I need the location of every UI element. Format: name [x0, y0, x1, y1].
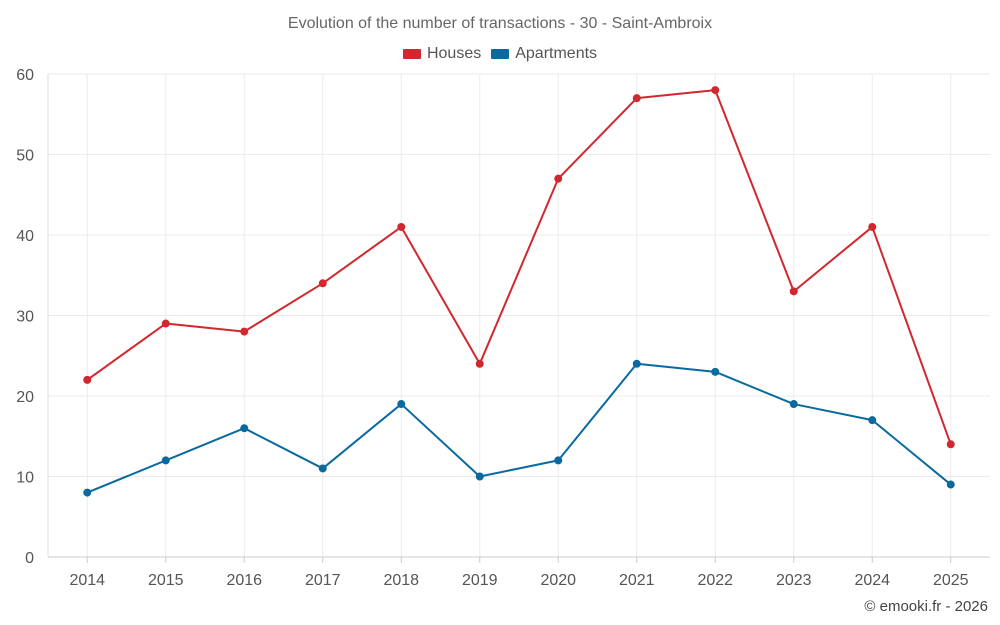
- x-tick-label: 2019: [462, 572, 498, 589]
- y-tick-label: 10: [16, 470, 34, 487]
- data-point-apartments: [632, 359, 641, 368]
- x-tick-label: 2024: [854, 572, 890, 589]
- y-tick-label: 50: [16, 148, 34, 165]
- data-point-houses: [318, 279, 327, 288]
- x-tick-label: 2018: [383, 572, 419, 589]
- data-point-houses: [83, 375, 92, 384]
- legend-swatch-houses: [402, 49, 421, 59]
- data-point-apartments: [946, 480, 955, 489]
- data-point-apartments: [161, 456, 170, 465]
- data-point-apartments: [554, 456, 563, 465]
- y-tick-label: 40: [16, 228, 34, 245]
- legend-item-houses[interactable]: Houses: [402, 45, 482, 63]
- data-point-apartments: [711, 367, 720, 376]
- y-tick-label: 60: [16, 67, 34, 84]
- y-tick-label: 30: [16, 309, 34, 326]
- data-point-houses: [789, 287, 798, 296]
- legend: Houses Apartments: [0, 45, 1000, 63]
- x-tick-label: 2016: [226, 572, 262, 589]
- data-point-apartments: [83, 488, 92, 497]
- data-point-apartments: [789, 400, 798, 409]
- data-point-apartments: [397, 400, 406, 409]
- x-tick-label: 2022: [697, 572, 733, 589]
- x-tick-label: 2021: [619, 572, 655, 589]
- data-point-houses: [711, 86, 720, 95]
- data-point-apartments: [318, 464, 327, 473]
- x-tick-label: 2014: [69, 572, 105, 589]
- x-tick-label: 2023: [776, 572, 812, 589]
- series-line-apartments: [86, 362, 952, 494]
- data-point-houses: [632, 94, 641, 103]
- data-point-houses: [868, 222, 877, 231]
- legend-swatch-apartments: [491, 49, 510, 59]
- y-tick-label: 20: [16, 389, 34, 406]
- data-point-houses: [475, 359, 484, 368]
- x-tick-label: 2025: [933, 572, 969, 589]
- y-tick-label: 0: [25, 550, 34, 567]
- series-line-houses: [86, 89, 952, 445]
- data-point-houses: [554, 174, 563, 183]
- legend-label-apartments: Apartments: [515, 45, 598, 62]
- data-point-apartments: [240, 424, 249, 433]
- x-tick-label: 2020: [540, 572, 576, 589]
- legend-item-apartments[interactable]: Apartments: [491, 45, 597, 63]
- data-point-houses: [161, 319, 170, 328]
- data-point-apartments: [868, 416, 877, 425]
- credit-text: © emooki.fr - 2026: [864, 598, 988, 615]
- data-point-houses: [397, 222, 406, 231]
- data-point-apartments: [475, 472, 484, 481]
- data-point-houses: [946, 440, 955, 449]
- legend-label-houses: Houses: [426, 45, 482, 62]
- x-tick-label: 2017: [305, 572, 341, 589]
- data-point-houses: [240, 327, 249, 336]
- x-tick-label: 2015: [148, 572, 184, 589]
- chart-title: Evolution of the number of transactions …: [287, 15, 713, 32]
